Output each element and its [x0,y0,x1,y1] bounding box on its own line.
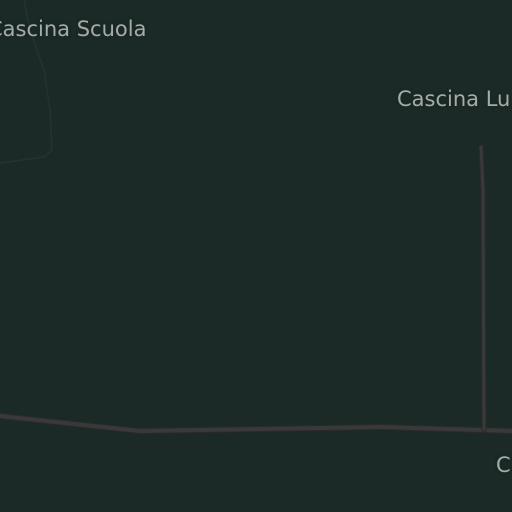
place-label-cascina-lu[interactable]: Cascina Lu [397,87,511,111]
place-label-cascina-scuola[interactable]: Cascina Scuola [0,17,147,41]
road-side[interactable] [479,145,486,432]
area-outline [0,0,53,164]
place-label-c[interactable]: C [496,453,511,477]
road-main[interactable] [0,414,512,434]
